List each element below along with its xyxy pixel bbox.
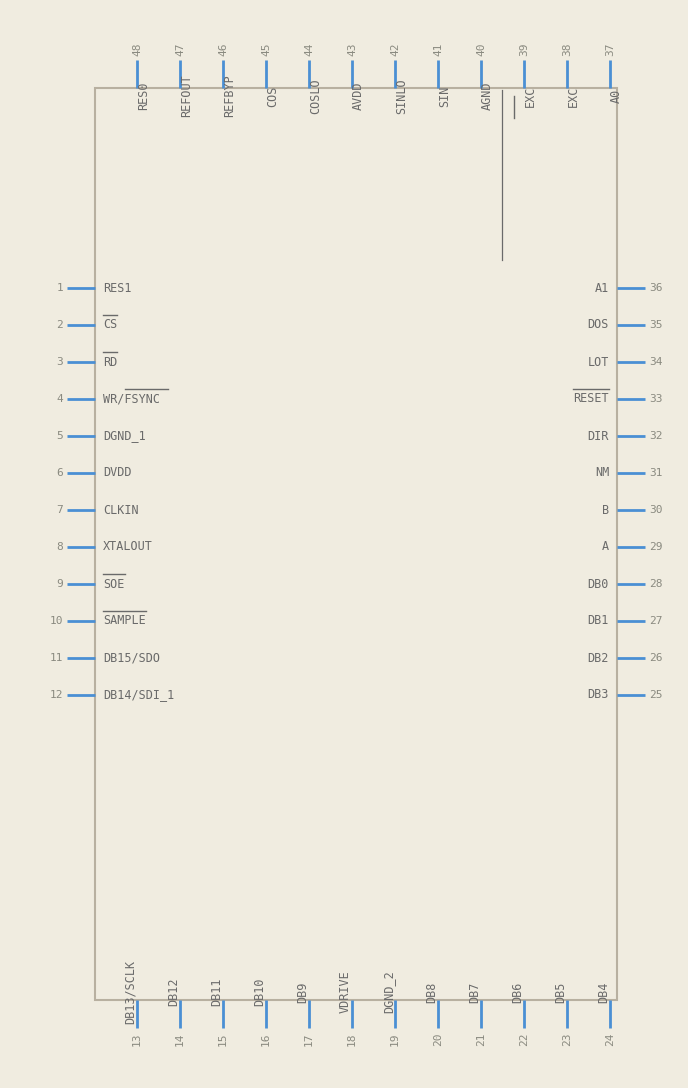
Text: 7: 7 [56, 505, 63, 515]
Text: DB15/SDO: DB15/SDO [103, 652, 160, 665]
Text: 35: 35 [649, 320, 663, 330]
Text: 8: 8 [56, 542, 63, 552]
Text: EXC: EXC [524, 85, 537, 107]
Text: REFOUT: REFOUT [180, 75, 193, 118]
Text: 17: 17 [304, 1033, 314, 1046]
Text: DB1: DB1 [588, 615, 609, 628]
Text: 38: 38 [562, 42, 572, 55]
Text: 33: 33 [649, 394, 663, 404]
Text: COSLO: COSLO [309, 78, 322, 114]
Text: SINLO: SINLO [395, 78, 408, 114]
Text: DB12: DB12 [167, 978, 180, 1006]
Text: 26: 26 [649, 653, 663, 663]
Text: 12: 12 [50, 690, 63, 700]
Text: A0: A0 [610, 89, 623, 103]
Text: 10: 10 [50, 616, 63, 626]
Text: 3: 3 [56, 357, 63, 367]
Text: 14: 14 [175, 1033, 185, 1046]
Text: EXC: EXC [567, 85, 580, 107]
Text: 22: 22 [519, 1033, 529, 1046]
Text: 11: 11 [50, 653, 63, 663]
Text: 31: 31 [649, 468, 663, 478]
Text: 25: 25 [649, 690, 663, 700]
Text: 30: 30 [649, 505, 663, 515]
Text: DOS: DOS [588, 319, 609, 332]
Bar [95, 88, 617, 1000]
Text: 16: 16 [261, 1033, 271, 1046]
Text: DB2: DB2 [588, 652, 609, 665]
Text: VDRIVE: VDRIVE [339, 970, 352, 1013]
Text: DB3: DB3 [588, 689, 609, 702]
Text: DB11: DB11 [210, 978, 223, 1006]
Text: DB8: DB8 [425, 981, 438, 1003]
Text: 18: 18 [347, 1033, 357, 1046]
Text: DVDD: DVDD [103, 467, 131, 480]
Text: 32: 32 [649, 431, 663, 441]
Text: WR/FSYNC: WR/FSYNC [103, 393, 160, 406]
Text: 15: 15 [218, 1033, 228, 1046]
Text: 23: 23 [562, 1033, 572, 1046]
Text: 34: 34 [649, 357, 663, 367]
Text: 9: 9 [56, 579, 63, 589]
Text: RD: RD [103, 356, 117, 369]
Text: DB9: DB9 [296, 981, 309, 1003]
Text: 36: 36 [649, 283, 663, 293]
Text: 5: 5 [56, 431, 63, 441]
Text: 21: 21 [476, 1033, 486, 1046]
Text: 20: 20 [433, 1033, 443, 1046]
Text: SAMPLE: SAMPLE [103, 615, 146, 628]
Text: DGND_1: DGND_1 [103, 430, 146, 443]
Text: REFBYP: REFBYP [223, 75, 236, 118]
Text: 47: 47 [175, 42, 185, 55]
Text: 13: 13 [132, 1033, 142, 1046]
Text: 42: 42 [390, 42, 400, 55]
Text: AGND: AGND [481, 82, 494, 110]
Text: DB6: DB6 [511, 981, 524, 1003]
Text: 29: 29 [649, 542, 663, 552]
Text: 2: 2 [56, 320, 63, 330]
Text: COS: COS [266, 85, 279, 107]
Text: CLKIN: CLKIN [103, 504, 138, 517]
Text: 40: 40 [476, 42, 486, 55]
Text: DB13/SCLK: DB13/SCLK [124, 960, 137, 1024]
Text: DIR: DIR [588, 430, 609, 443]
Text: A1: A1 [594, 282, 609, 295]
Text: 19: 19 [390, 1033, 400, 1046]
Text: DB4: DB4 [597, 981, 610, 1003]
Text: SIN: SIN [438, 85, 451, 107]
Text: AVDD: AVDD [352, 82, 365, 110]
Text: RES1: RES1 [103, 282, 131, 295]
Text: A: A [602, 541, 609, 554]
Text: 41: 41 [433, 42, 443, 55]
Text: XTALOUT: XTALOUT [103, 541, 153, 554]
Text: LOT: LOT [588, 356, 609, 369]
Text: 6: 6 [56, 468, 63, 478]
Text: 44: 44 [304, 42, 314, 55]
Text: 1: 1 [56, 283, 63, 293]
Text: DB10: DB10 [253, 978, 266, 1006]
Text: CS: CS [103, 319, 117, 332]
Text: RESET: RESET [573, 393, 609, 406]
Text: 45: 45 [261, 42, 271, 55]
Text: 24: 24 [605, 1033, 615, 1046]
Text: B: B [602, 504, 609, 517]
Text: DB7: DB7 [468, 981, 481, 1003]
Text: DB0: DB0 [588, 578, 609, 591]
Text: 4: 4 [56, 394, 63, 404]
Text: 27: 27 [649, 616, 663, 626]
Text: DB5: DB5 [554, 981, 567, 1003]
Text: 37: 37 [605, 42, 615, 55]
Text: 48: 48 [132, 42, 142, 55]
Text: NM: NM [594, 467, 609, 480]
Text: SOE: SOE [103, 578, 125, 591]
Text: 39: 39 [519, 42, 529, 55]
Text: RES0: RES0 [137, 82, 150, 110]
Text: DGND_2: DGND_2 [382, 970, 395, 1013]
Text: 46: 46 [218, 42, 228, 55]
Text: 28: 28 [649, 579, 663, 589]
Text: 43: 43 [347, 42, 357, 55]
Text: DB14/SDI_1: DB14/SDI_1 [103, 689, 174, 702]
